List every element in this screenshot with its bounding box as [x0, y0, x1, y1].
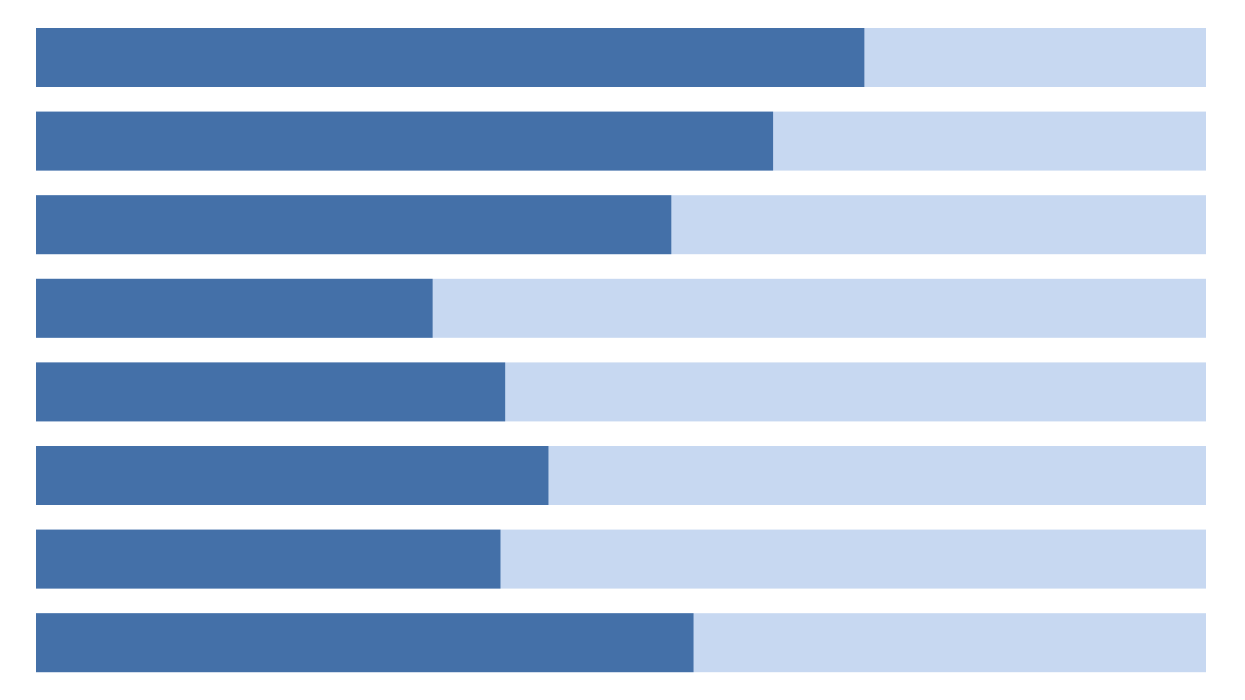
bar [36, 529, 501, 589]
bar [36, 278, 433, 338]
bar [36, 362, 506, 422]
bar [36, 195, 672, 255]
bar [36, 28, 865, 87]
bar [36, 446, 549, 505]
bar [36, 111, 774, 171]
bar [36, 613, 694, 673]
